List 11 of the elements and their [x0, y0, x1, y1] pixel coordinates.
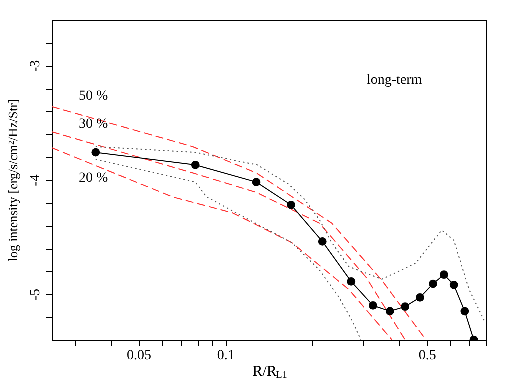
annotation: 50 %	[79, 89, 108, 104]
y-axis-title: log intensity [erg/s/cm²/Hz/Str]	[6, 99, 20, 262]
annotation: long-term	[367, 73, 422, 88]
y-tick-label: -4	[28, 174, 44, 186]
x-tick-label: 0.1	[217, 348, 235, 364]
y-tick-label: -3	[28, 60, 44, 72]
annotation: 30 %	[79, 117, 108, 132]
y-tick-label: -5	[28, 288, 44, 301]
x-tick-label: 0.05	[127, 348, 152, 364]
annotation: 20 %	[79, 171, 108, 186]
x-tick-label: 0.5	[418, 348, 436, 364]
